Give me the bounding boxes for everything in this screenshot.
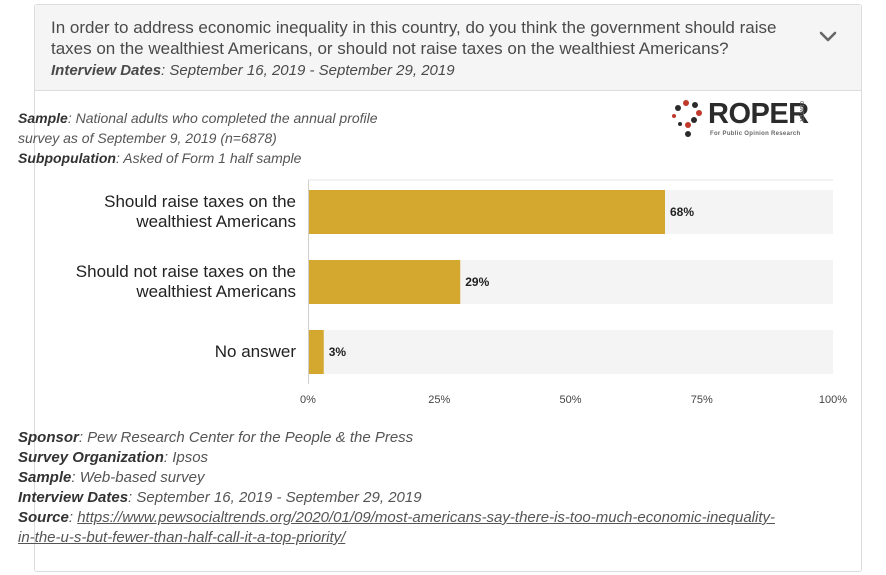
footer-sample-label: Sample bbox=[18, 469, 72, 486]
source-separator: : bbox=[68, 509, 78, 526]
survey-footer: Sponsor: Pew Research Center for the Peo… bbox=[18, 428, 775, 548]
bar bbox=[308, 330, 324, 374]
roper-logo-name: ROPER bbox=[708, 98, 809, 130]
roper-logo-side: CENTER bbox=[798, 101, 804, 122]
roper-logo-mark bbox=[672, 100, 702, 137]
sample-info: Sample: National adults who completed th… bbox=[18, 108, 378, 168]
sample-label: Sample bbox=[18, 110, 68, 126]
x-tick-label: 75% bbox=[691, 394, 713, 406]
bar-value-label: 3% bbox=[329, 345, 347, 359]
bar-value-label: 68% bbox=[670, 205, 694, 219]
source-link[interactable]: https://www.pewsocialtrends.org/2020/01/… bbox=[77, 509, 775, 526]
x-tick-label: 0% bbox=[300, 394, 316, 406]
bar-track bbox=[308, 330, 833, 374]
sample-line1: : National adults who completed the annu… bbox=[67, 110, 378, 126]
header-dates-value: : September 16, 2019 - September 29, 201… bbox=[161, 62, 455, 79]
bar bbox=[308, 190, 665, 234]
bar-chart-svg: 68% 29% 3% 0% 25% 50% 75% 100% bbox=[300, 179, 847, 406]
x-tick-label: 50% bbox=[559, 394, 581, 406]
subpopulation-value: : Asked of Form 1 half sample bbox=[115, 150, 302, 166]
card-header[interactable]: In order to address economic inequality … bbox=[35, 5, 861, 91]
sponsor-label: Sponsor bbox=[18, 429, 79, 446]
bar-value-label: 29% bbox=[465, 275, 489, 289]
footer-sample-value: : Web-based survey bbox=[71, 469, 205, 486]
source-link-continued[interactable]: in-the-u-s-but-fewer-than-half-call-it-a… bbox=[18, 529, 346, 546]
header-interview-dates: Interview Dates: September 16, 2019 - Se… bbox=[51, 62, 455, 79]
sponsor-value: : Pew Research Center for the People & t… bbox=[78, 429, 414, 446]
bar bbox=[308, 260, 461, 304]
header-dates-label: Interview Dates bbox=[51, 62, 162, 79]
roper-logo: ROPER For Public Opinion Research CENTER bbox=[670, 98, 810, 144]
sample-line2: survey as of September 9, 2019 (n=6878) bbox=[18, 130, 277, 146]
organization-value: : Ipsos bbox=[163, 449, 209, 466]
question-text: In order to address economic inequality … bbox=[51, 18, 777, 58]
footer-dates-value: : September 16, 2019 - September 29, 201… bbox=[128, 489, 422, 506]
organization-label: Survey Organization bbox=[18, 449, 164, 466]
chevron-down-icon[interactable] bbox=[817, 25, 839, 47]
x-tick-label: 25% bbox=[428, 394, 450, 406]
x-tick-label: 100% bbox=[819, 394, 847, 406]
footer-dates-label: Interview Dates bbox=[18, 489, 129, 506]
roper-logo-tagline: For Public Opinion Research bbox=[710, 131, 801, 137]
subpopulation-label: Subpopulation bbox=[18, 150, 116, 166]
source-label: Source bbox=[18, 509, 69, 526]
